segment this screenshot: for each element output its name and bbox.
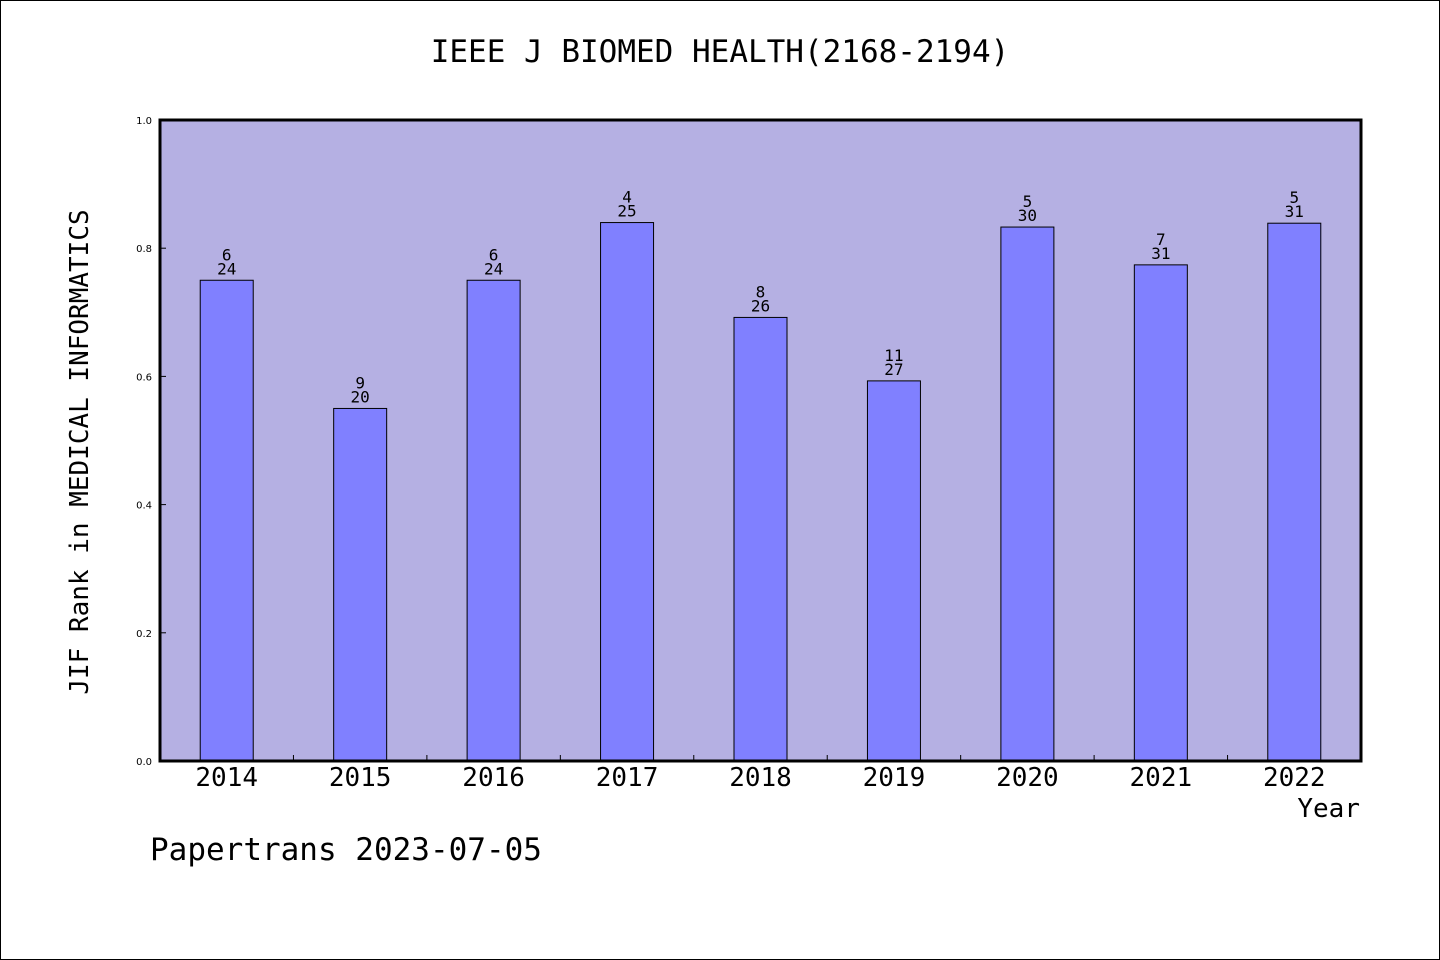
x-axis-label: Year (1297, 794, 1360, 824)
bar-total-label: 20 (351, 387, 370, 406)
bar-total-label: 31 (1285, 202, 1304, 221)
footer-note: Papertrans 2023-07-05 (150, 832, 542, 868)
x-tick-label: 2021 (1130, 763, 1193, 793)
bar-2018 (733, 316, 788, 762)
bar-total-label: 26 (751, 296, 770, 315)
y-tick-label: 0.8 (136, 244, 152, 255)
bar-2019 (866, 380, 921, 762)
bar-2014 (199, 279, 254, 762)
bar-rank-label: 11 (884, 346, 903, 365)
bar-total-label: 31 (1151, 244, 1170, 263)
bar-rank-label: 5 (1289, 188, 1299, 207)
bar-rank-label: 6 (489, 245, 499, 264)
x-tick-label: 2022 (1263, 763, 1326, 793)
y-tick-label: 0.2 (136, 629, 152, 640)
bar-2022 (1267, 222, 1322, 762)
y-axis-label: JIF Rank in MEDICAL INFORMATICS (65, 209, 95, 695)
y-tick-label: 1.0 (136, 116, 152, 127)
bar-2017 (600, 222, 655, 762)
x-tick-label: 2020 (996, 763, 1059, 793)
plot-area: 6242014920201562420164252017826201811272… (136, 116, 1363, 793)
bar-total-label: 25 (617, 202, 636, 221)
bar-2016 (466, 279, 521, 762)
bar-total-label: 24 (484, 259, 503, 278)
bar-rank-label: 8 (756, 282, 766, 301)
bar-rank-label: 4 (622, 188, 632, 207)
bar-total-label: 24 (217, 259, 236, 278)
x-tick-label: 2017 (596, 763, 659, 793)
bar-2015 (333, 407, 388, 762)
bar-rank-label: 9 (355, 373, 365, 392)
bar-rank-label: 5 (1023, 192, 1033, 211)
x-tick-label: 2015 (329, 763, 392, 793)
bar-rank-label: 6 (222, 245, 232, 264)
x-tick-label: 2019 (863, 763, 926, 793)
bar-2021 (1133, 264, 1188, 762)
bar-2020 (1000, 226, 1055, 762)
x-tick-label: 2014 (195, 763, 258, 793)
y-tick-label: 0.0 (136, 757, 152, 768)
x-tick-label: 2016 (462, 763, 525, 793)
bar-rank-label: 7 (1156, 230, 1166, 249)
bar-total-label: 27 (884, 360, 903, 379)
bar-total-label: 30 (1018, 206, 1037, 225)
plot-border (158, 118, 1363, 763)
x-tick-label: 2018 (729, 763, 792, 793)
y-tick-label: 0.4 (136, 501, 152, 512)
chart-title: IEEE J BIOMED HEALTH(2168-2194) (430, 34, 1010, 70)
y-tick-label: 0.6 (136, 372, 152, 383)
